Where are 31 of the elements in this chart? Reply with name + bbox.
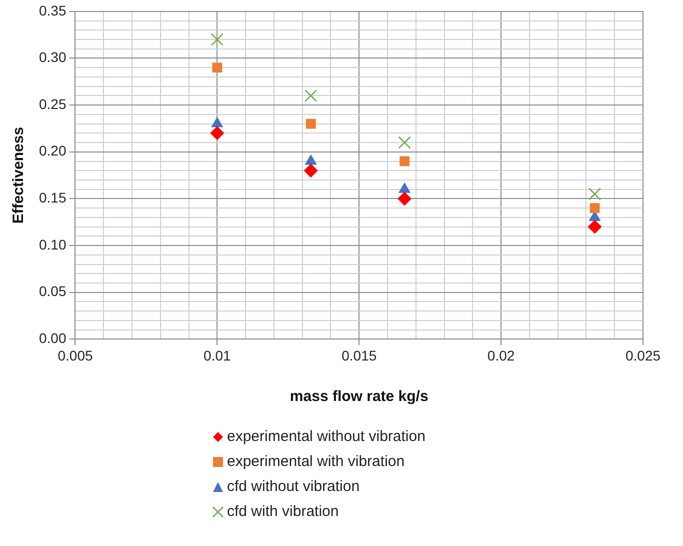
- point: [210, 33, 224, 46]
- point: [588, 220, 602, 234]
- point: [212, 62, 222, 73]
- point: [398, 136, 411, 149]
- y-tick-label: 0.20: [39, 142, 66, 159]
- x-tick-label: 0.015: [342, 347, 377, 364]
- point: [306, 118, 316, 129]
- x-tick-label: 0.025: [625, 347, 661, 364]
- y-tick-label: 0.35: [39, 2, 66, 18]
- point: [210, 126, 224, 140]
- x-axis-title: mass flow rate kg/s: [290, 388, 428, 406]
- y-tick-label: 0.05: [39, 283, 66, 300]
- legend-label: experimental without vibration: [227, 428, 426, 445]
- point: [400, 156, 410, 166]
- x-tick-label: 0.02: [487, 347, 515, 364]
- legend-label: cfd without vibration: [227, 478, 360, 495]
- point: [398, 192, 412, 206]
- point: [304, 164, 318, 178]
- x-tick-label: 0.01: [204, 347, 232, 364]
- point: [588, 188, 602, 200]
- y-tick-label: 0.15: [39, 190, 66, 206]
- y-tick-label: 0.30: [39, 49, 66, 66]
- point: [590, 203, 600, 214]
- legend-label: experimental with vibration: [227, 453, 405, 470]
- y-tick-label: 0.10: [39, 236, 66, 252]
- point: [304, 89, 318, 102]
- y-axis-title: Effectiveness: [10, 126, 28, 224]
- y-tick-label: 0.25: [39, 96, 66, 112]
- legend-label: cfd with vibration: [227, 503, 339, 520]
- y-tick-label: 0.00: [39, 330, 66, 346]
- x-tick-label: 0.005: [58, 347, 93, 364]
